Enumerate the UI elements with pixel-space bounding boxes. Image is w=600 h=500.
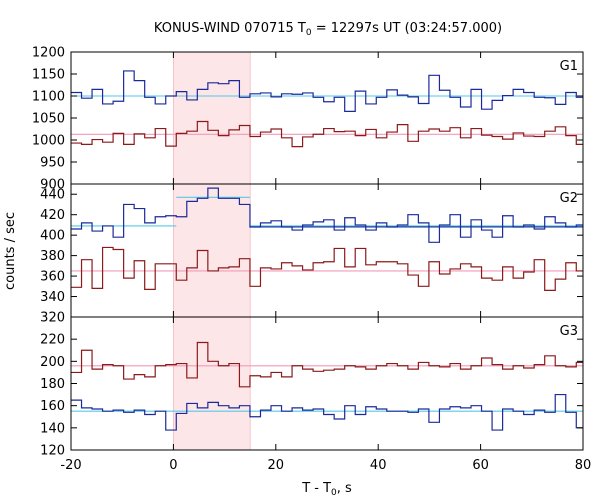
shaded-interval [172, 51, 251, 451]
panel-label-g1: G1 [560, 59, 578, 74]
y-tick-label: 120 [40, 444, 65, 459]
y-tick-label: 440 [40, 188, 65, 203]
y-tick-label: 320 [40, 311, 65, 326]
y-tick-label: 180 [40, 377, 65, 392]
y-tick-label: 1200 [32, 46, 65, 61]
y-tick-label: 380 [40, 249, 65, 264]
y-tick-label: 360 [40, 270, 65, 285]
x-tick-label: 80 [575, 458, 592, 473]
panel-label-g2: G2 [560, 191, 578, 206]
y-tick-label: 1050 [32, 112, 65, 127]
x-tick-label: 60 [472, 458, 489, 473]
x-tick-label: 0 [169, 458, 177, 473]
panel-g3: 120 140 160 180 200 220 G3 [40, 316, 584, 459]
panel-g1: 900 950 1000 1050 1100 1150 1200 G1 [32, 46, 584, 193]
panel-g2: 320 340 360 380 400 420 440 G2 [40, 183, 584, 326]
x-tick-label: 20 [268, 458, 285, 473]
series-g3-red [71, 341, 583, 388]
panel-frame-g1 [70, 51, 584, 185]
plot-area: 90095010001050110011501200G1320340360380… [32, 46, 591, 474]
y-tick-label: 140 [40, 421, 65, 436]
y-tick-label: 1000 [32, 134, 65, 149]
series-g2-blue [71, 187, 583, 243]
series-g2-red [71, 246, 583, 291]
y-tick-label: 220 [40, 333, 65, 348]
y-tick-label: 400 [40, 229, 65, 244]
x-axis-label: T - T0, s [301, 481, 352, 498]
y-axis-label: counts / sec [3, 212, 18, 290]
y-tick-label: 200 [40, 355, 65, 370]
panel-frame-g2 [70, 183, 584, 318]
y-tick-label: 160 [40, 399, 65, 414]
y-tick-label: 1100 [32, 90, 65, 105]
chart-title: KONUS-WIND 070715 T0 = 12297s UT (03:24:… [154, 21, 502, 38]
panel-frame-g3 [70, 316, 584, 451]
x-tick-label: 40 [370, 458, 387, 473]
series-g1-red [71, 120, 583, 148]
series-g1-blue [71, 70, 583, 112]
y-tick-label: 340 [40, 290, 65, 305]
x-tick-label: -20 [60, 458, 81, 473]
y-tick-label: 950 [40, 156, 65, 171]
panel-label-g3: G3 [560, 324, 578, 339]
series-g3-blue [71, 393, 583, 431]
y-tick-label: 900 [40, 178, 65, 193]
y-tick-label: 1150 [32, 68, 65, 83]
y-tick-label: 420 [40, 208, 65, 223]
